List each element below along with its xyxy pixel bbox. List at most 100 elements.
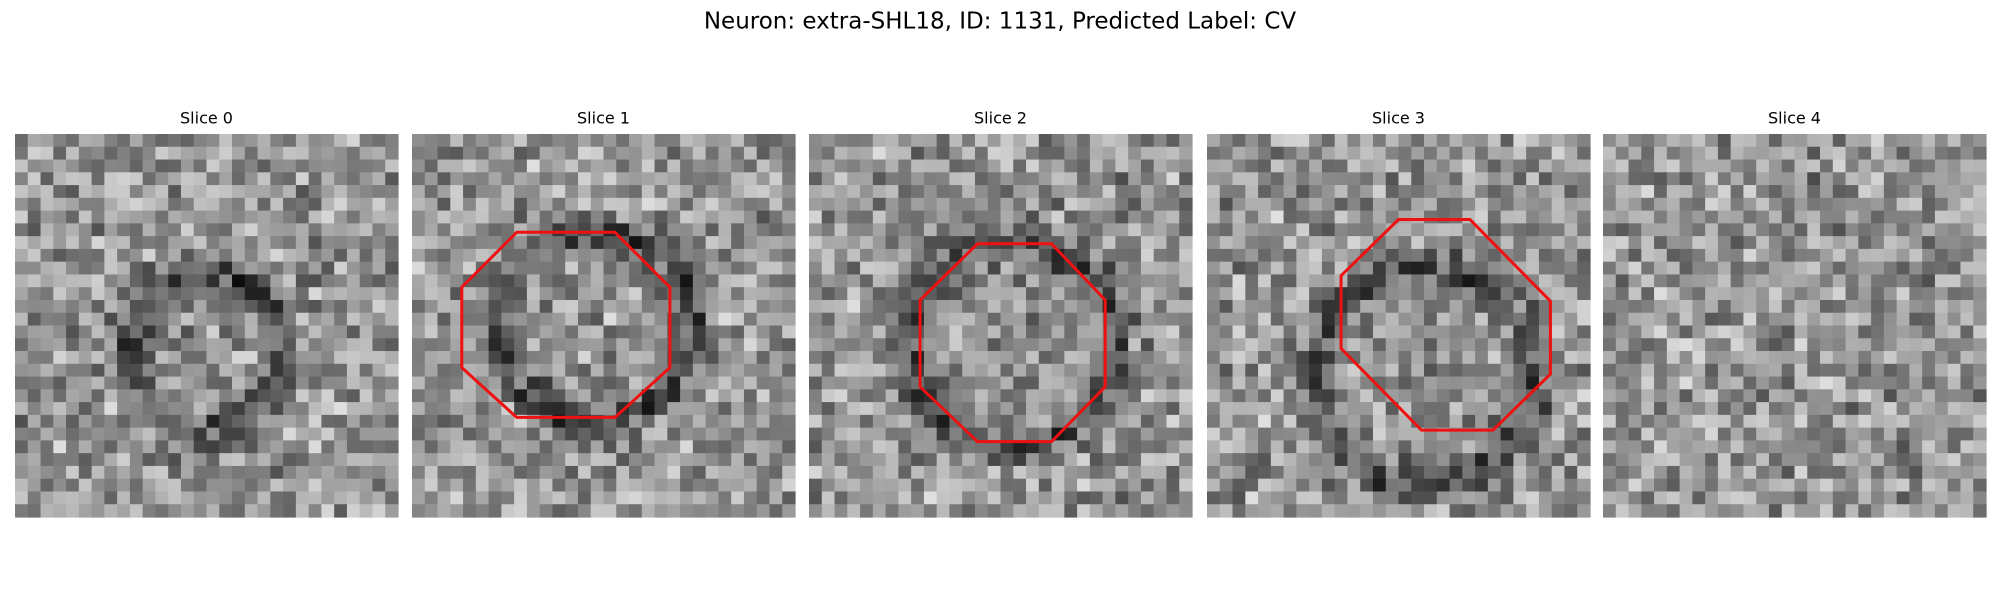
pixel bbox=[1871, 363, 1885, 378]
pixel bbox=[129, 351, 144, 365]
pixel bbox=[949, 274, 963, 288]
pixel bbox=[117, 172, 131, 186]
pixel bbox=[1603, 185, 1617, 199]
pixel bbox=[1947, 197, 1962, 212]
pixel bbox=[1258, 299, 1272, 314]
pixel bbox=[1934, 504, 1949, 518]
pixel bbox=[206, 402, 220, 416]
pixel bbox=[1603, 172, 1617, 186]
pixel bbox=[1858, 491, 1872, 505]
pixel bbox=[1756, 274, 1770, 288]
pixel bbox=[1166, 440, 1180, 454]
pixel bbox=[142, 274, 157, 288]
pixel bbox=[962, 299, 976, 314]
pixel bbox=[1347, 172, 1361, 186]
pixel bbox=[1896, 338, 1910, 352]
pixel bbox=[1603, 351, 1617, 365]
pixel bbox=[1705, 427, 1719, 441]
panel-title: Slice 2 bbox=[974, 109, 1027, 128]
pixel bbox=[1960, 223, 1974, 237]
pixel bbox=[885, 248, 899, 263]
pixel bbox=[705, 134, 719, 148]
pixel bbox=[526, 491, 541, 505]
pixel bbox=[834, 351, 848, 365]
pixel bbox=[1128, 427, 1142, 441]
pixel bbox=[1820, 504, 1834, 518]
pixel bbox=[91, 325, 105, 339]
pixel bbox=[1820, 134, 1834, 148]
pixel bbox=[514, 389, 528, 403]
pixel bbox=[412, 210, 426, 224]
pixel bbox=[603, 465, 617, 480]
pixel bbox=[91, 261, 105, 276]
pixel bbox=[1705, 210, 1719, 224]
pixel bbox=[1781, 159, 1796, 173]
pixel bbox=[206, 453, 220, 467]
pixel bbox=[232, 197, 246, 212]
pixel bbox=[1372, 299, 1387, 314]
pixel bbox=[1000, 504, 1014, 518]
pixel bbox=[27, 338, 42, 352]
pixel bbox=[475, 376, 490, 390]
pixel bbox=[295, 351, 310, 365]
pixel bbox=[1089, 453, 1104, 467]
pixel bbox=[847, 414, 861, 429]
pixel bbox=[1666, 389, 1681, 403]
pixel bbox=[1845, 172, 1859, 186]
pixel bbox=[923, 427, 938, 441]
pixel bbox=[1679, 185, 1693, 199]
pixel bbox=[1064, 134, 1078, 148]
pixel bbox=[1153, 427, 1168, 441]
pixel bbox=[718, 504, 732, 518]
pixel bbox=[1603, 478, 1617, 493]
pixel bbox=[1013, 453, 1027, 467]
pixel bbox=[412, 299, 426, 314]
pixel bbox=[1705, 376, 1719, 390]
pixel bbox=[641, 274, 656, 288]
pixel bbox=[1807, 325, 1821, 339]
pixel bbox=[718, 172, 732, 186]
pixel bbox=[1436, 248, 1451, 263]
pixel bbox=[1743, 440, 1757, 454]
pixel bbox=[962, 351, 976, 365]
pixel bbox=[180, 453, 195, 467]
pixel bbox=[1077, 325, 1091, 339]
pixel bbox=[1641, 338, 1655, 352]
pixel bbox=[834, 465, 848, 480]
pixel bbox=[1436, 172, 1451, 186]
pixel bbox=[142, 210, 157, 224]
pixel bbox=[1513, 338, 1527, 352]
pixel bbox=[860, 440, 874, 454]
pixel bbox=[78, 325, 93, 339]
pixel bbox=[1360, 363, 1374, 378]
pixel bbox=[1245, 159, 1259, 173]
pixel bbox=[346, 453, 361, 467]
pixel bbox=[834, 185, 848, 199]
pixel bbox=[565, 159, 579, 173]
pixel bbox=[257, 134, 271, 148]
pixel bbox=[834, 274, 848, 288]
pixel bbox=[1077, 504, 1091, 518]
pixel bbox=[1153, 248, 1168, 263]
pixel bbox=[193, 159, 208, 173]
pixel bbox=[1334, 134, 1349, 148]
pixel bbox=[283, 248, 297, 263]
pixel bbox=[27, 389, 42, 403]
pixel bbox=[1013, 389, 1027, 403]
pixel bbox=[1436, 376, 1451, 390]
pixel bbox=[142, 465, 157, 480]
pixel bbox=[1166, 223, 1180, 237]
pixel bbox=[463, 491, 477, 505]
pixel bbox=[1232, 134, 1246, 148]
pixel bbox=[1500, 325, 1514, 339]
pixel bbox=[936, 159, 951, 173]
pixel bbox=[295, 414, 310, 429]
pixel bbox=[450, 172, 464, 186]
pixel bbox=[1717, 185, 1732, 199]
pixel bbox=[1077, 351, 1091, 365]
pixel bbox=[1296, 159, 1310, 173]
pixel bbox=[1140, 210, 1155, 224]
pixel bbox=[1654, 478, 1668, 493]
pixel bbox=[949, 440, 963, 454]
pixel bbox=[616, 197, 630, 212]
